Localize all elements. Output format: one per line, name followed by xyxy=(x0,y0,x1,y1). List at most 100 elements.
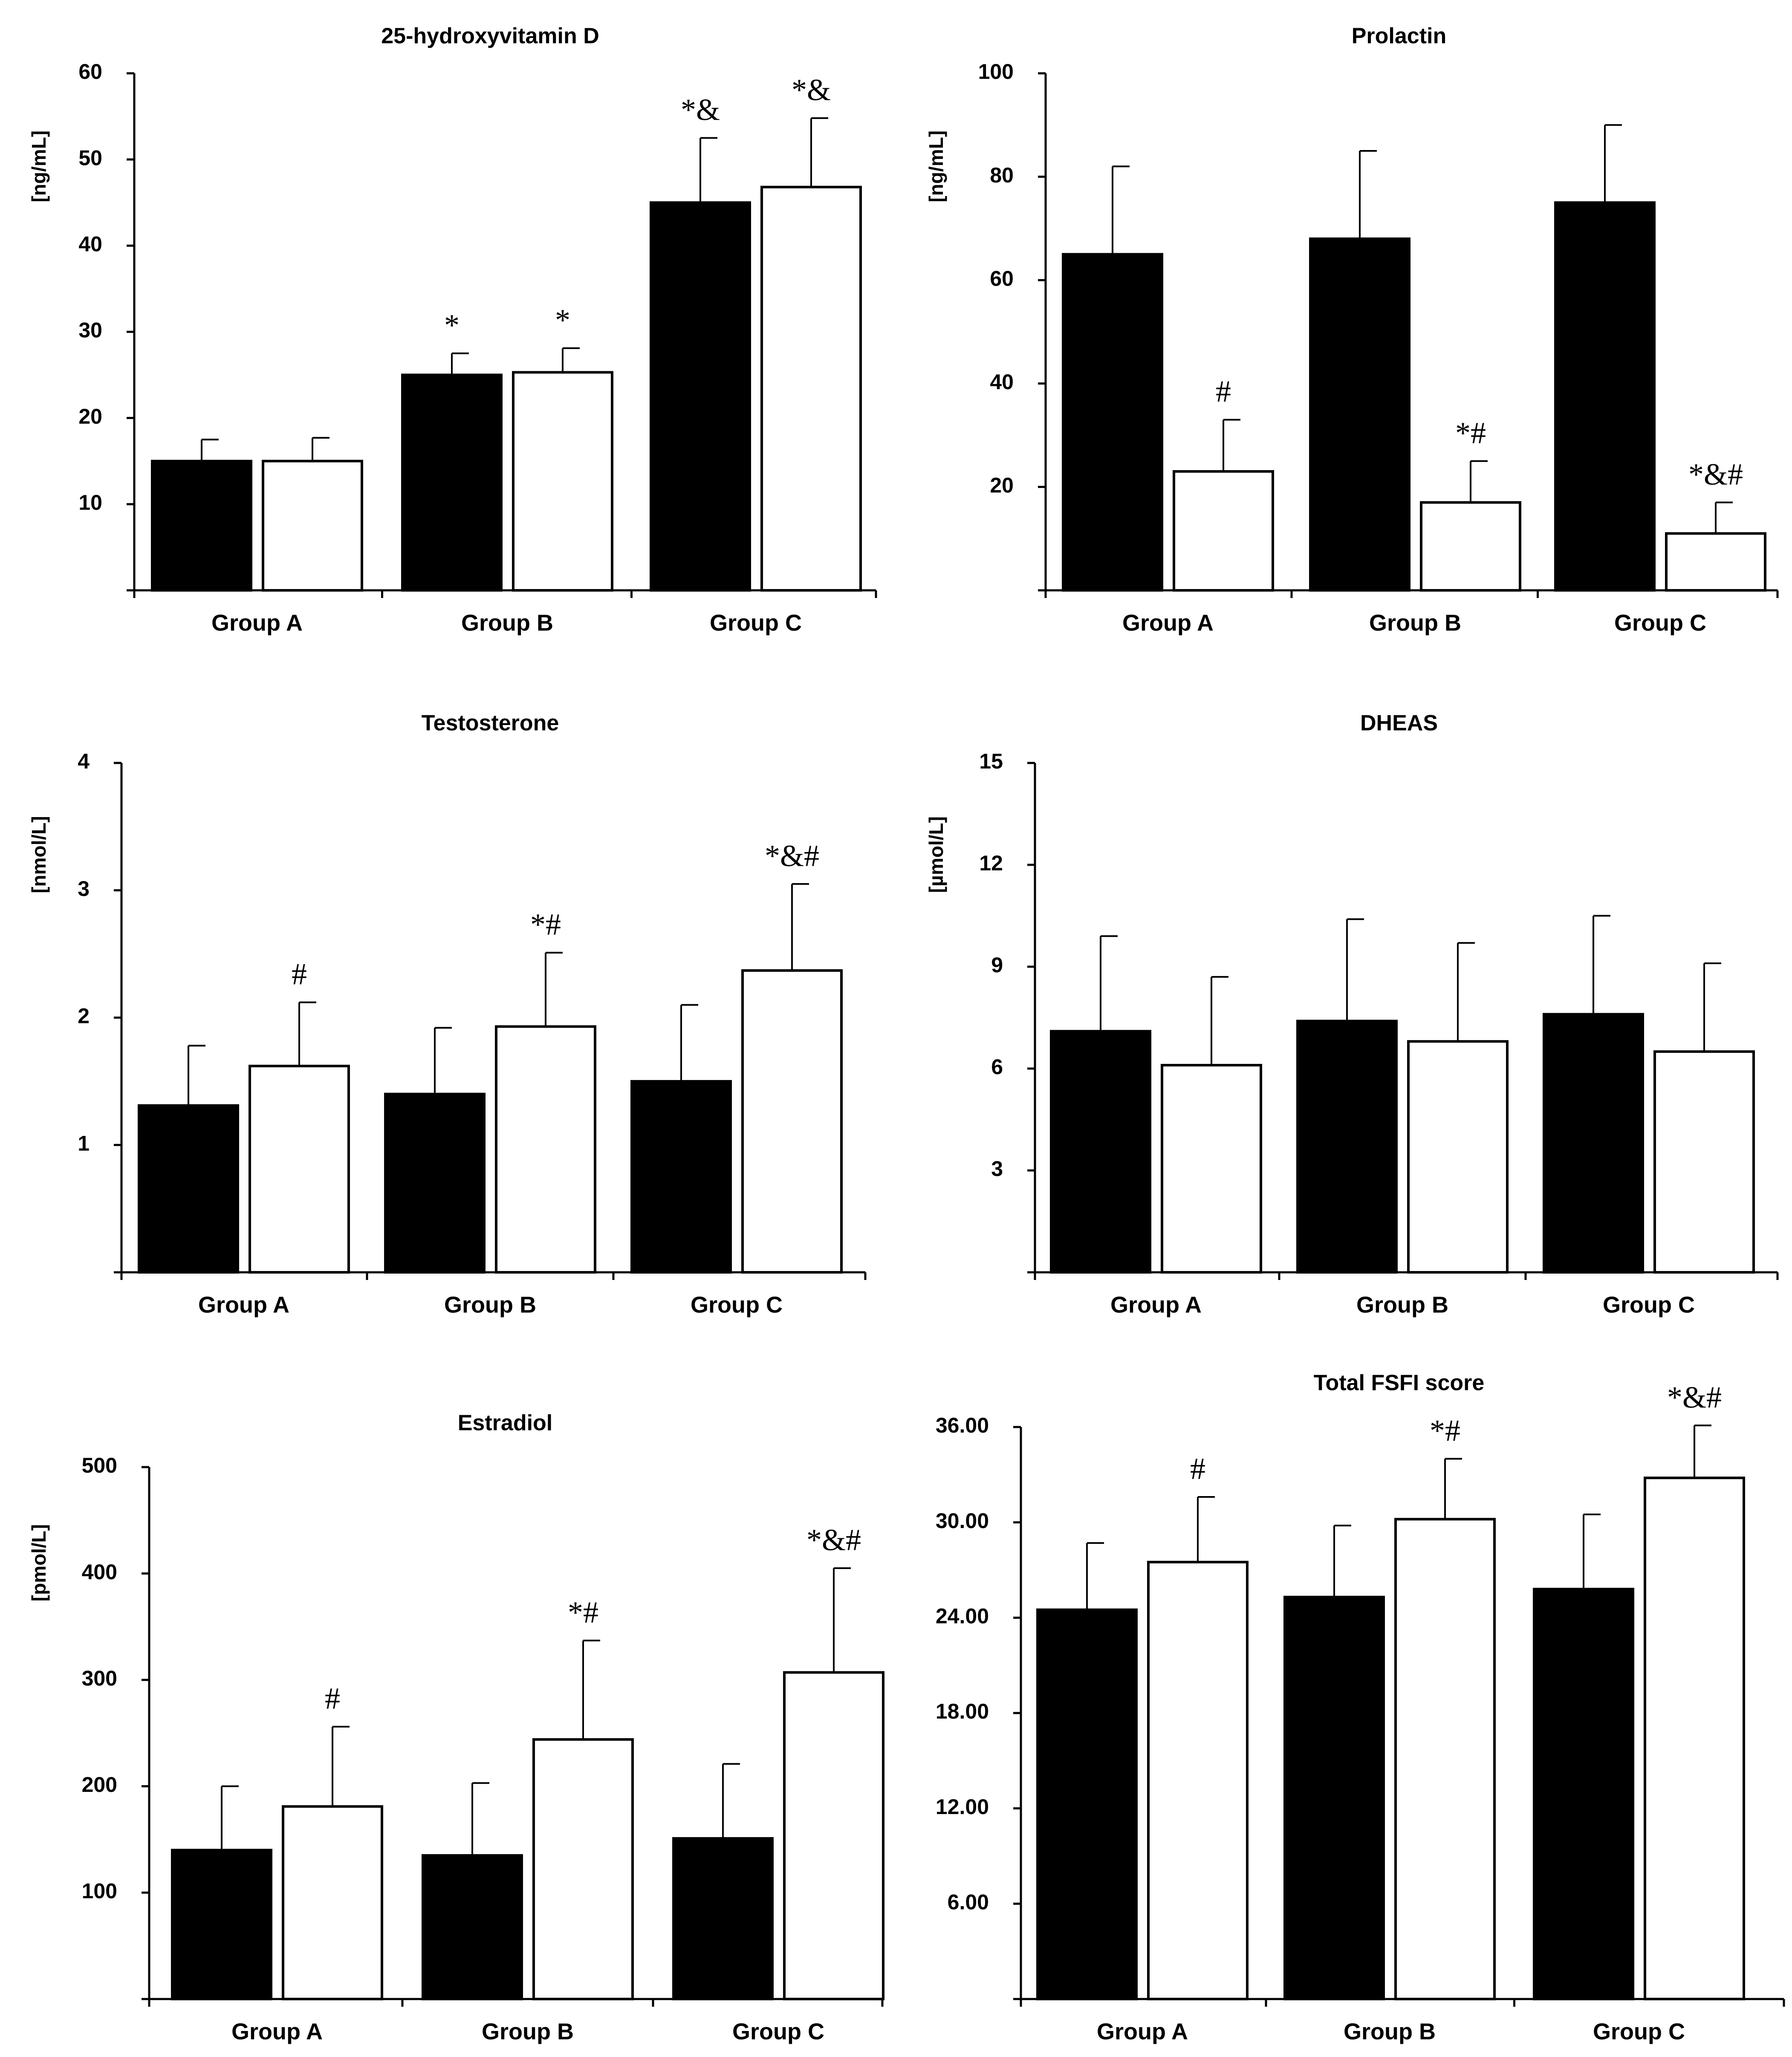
y-tick-label: 20 xyxy=(78,404,102,428)
chart-panel-3: Testosterone [nmol/L] 1 2 3 4 Group A Group B Gr… xyxy=(28,711,867,1317)
y-tick-label: 40 xyxy=(990,370,1014,394)
chart-title: Prolactin xyxy=(1352,24,1447,49)
chart-title: Estradiol xyxy=(458,1411,553,1436)
x-tick-label: Group B xyxy=(1356,1292,1448,1317)
bar-baseline-1 xyxy=(171,1849,272,2001)
bar-baseline-2 xyxy=(1283,1595,1385,2001)
bar-baseline-2 xyxy=(401,373,503,592)
y-tick-label: 3 xyxy=(991,1157,1003,1181)
y-tick-label: 20 xyxy=(990,474,1014,497)
x-tick-label: Group A xyxy=(198,1292,289,1317)
y-tick-label: 30.00 xyxy=(936,1509,989,1533)
bar-baseline-1 xyxy=(151,459,252,592)
significance-label: *& xyxy=(681,93,720,127)
chart-panel-4: DHEAS [µmol/L] 3 6 9 12 15 Group A Group B Group … xyxy=(925,711,1779,1317)
bar-after-1 xyxy=(1173,470,1274,592)
chart-panel-2: Prolactin [ng/mL] 20 40 60 80 100 Group A Group … xyxy=(925,24,1779,636)
x-tick-label: Group A xyxy=(1097,2019,1188,2044)
y-tick-label: 9 xyxy=(991,953,1003,977)
chart-panel-5: Estradiol [pmol/L] 100 200 300 400 500 Group A G… xyxy=(28,1411,884,2044)
y-tick-label: 3 xyxy=(78,877,90,901)
y-tick-label: 12 xyxy=(979,851,1003,875)
y-axis-label: [pmol/L] xyxy=(28,1524,50,1601)
y-tick-label: 500 xyxy=(82,1453,117,1477)
significance-label: *&# xyxy=(1667,1380,1722,1414)
bar-after-2 xyxy=(1407,1040,1509,1274)
bar-baseline-1 xyxy=(1036,1608,1138,2000)
bar-baseline-2 xyxy=(1309,237,1410,592)
y-axis-label: [µmol/L] xyxy=(925,816,947,893)
bar-after-2 xyxy=(1420,501,1521,592)
y-tick-label: 60 xyxy=(78,60,102,84)
bar-after-3 xyxy=(741,969,843,1274)
y-axis-label: [ng/mL] xyxy=(28,130,50,202)
significance-label: # xyxy=(1190,1452,1205,1486)
y-tick-label: 12.00 xyxy=(936,1795,989,1819)
y-tick-label: 6.00 xyxy=(948,1890,989,1914)
y-tick-label: 18.00 xyxy=(936,1699,989,1723)
significance-label: *# xyxy=(530,907,561,942)
y-tick-label: 300 xyxy=(82,1666,117,1690)
y-tick-label: 15 xyxy=(979,749,1003,773)
bar-baseline-3 xyxy=(650,201,751,592)
y-tick-label: 100 xyxy=(82,1879,117,1903)
significance-label: *# xyxy=(1430,1414,1460,1448)
x-tick-label: Group C xyxy=(691,1292,783,1317)
y-tick-label: 36.00 xyxy=(936,1413,989,1437)
chart-panel-6: Total FSFI score 6.00 12.00 18.00 24.00 30.00… xyxy=(936,1371,1785,2044)
significance-label: # xyxy=(325,1681,340,1716)
bar-baseline-3 xyxy=(672,1837,774,2000)
bar-baseline-1 xyxy=(138,1104,239,1274)
x-tick-label: Group A xyxy=(1122,610,1214,636)
y-axis-label: [ng/mL] xyxy=(925,130,947,202)
y-tick-label: 400 xyxy=(82,1560,117,1584)
y-tick-label: 100 xyxy=(978,60,1014,84)
bar-baseline-2 xyxy=(422,1854,523,2001)
significance-label: *&# xyxy=(1688,457,1743,491)
y-tick-label: 2 xyxy=(78,1004,90,1028)
bar-after-3 xyxy=(760,185,862,592)
y-tick-label: 4 xyxy=(78,749,90,773)
significance-label: *&# xyxy=(806,1523,861,1557)
y-tick-label: 200 xyxy=(82,1773,117,1797)
y-tick-label: 10 xyxy=(78,491,102,514)
x-tick-label: Group B xyxy=(444,1292,536,1317)
y-tick-label: 30 xyxy=(78,318,102,342)
bar-after-3 xyxy=(1665,532,1766,592)
chart-panel-1: 25-hydroxyvitamin D [ng/mL] 10 20 30 40 50 60 Gr… xyxy=(28,24,877,636)
significance-label: # xyxy=(292,957,307,991)
bar-after-2 xyxy=(1394,1518,1496,2001)
bar-after-3 xyxy=(1653,1050,1755,1274)
bar-baseline-3 xyxy=(630,1080,732,1274)
bar-after-3 xyxy=(1644,1476,1745,2000)
x-tick-label: Group A xyxy=(1110,1292,1202,1317)
bar-baseline-1 xyxy=(1062,253,1163,592)
bar-after-2 xyxy=(532,1738,634,2001)
y-axis-label: [nmol/L] xyxy=(28,816,50,893)
y-tick-label: 60 xyxy=(990,266,1014,290)
y-tick-label: 1 xyxy=(78,1131,90,1155)
x-tick-label: Group B xyxy=(1344,2019,1436,2044)
bar-after-1 xyxy=(1161,1064,1262,1274)
significance-label: *# xyxy=(568,1595,598,1629)
x-tick-label: Group A xyxy=(231,2019,323,2044)
chart-title: 25-hydroxyvitamin D xyxy=(381,24,599,49)
x-tick-label: Group A xyxy=(211,610,303,636)
x-tick-label: Group C xyxy=(1603,1292,1695,1317)
bar-baseline-3 xyxy=(1533,1588,1634,2001)
significance-label: * xyxy=(444,308,460,342)
y-tick-label: 80 xyxy=(990,163,1014,187)
bar-after-3 xyxy=(783,1671,884,2000)
bar-baseline-3 xyxy=(1543,1013,1644,1274)
chart-title: Testosterone xyxy=(422,711,559,736)
bar-baseline-2 xyxy=(384,1092,486,1274)
x-tick-label: Group C xyxy=(732,2019,824,2044)
bar-baseline-1 xyxy=(1050,1030,1151,1274)
x-tick-label: Group C xyxy=(1614,610,1706,636)
bar-after-1 xyxy=(282,1805,383,2001)
bar-after-1 xyxy=(1147,1560,1249,2000)
bar-baseline-2 xyxy=(1296,1020,1398,1274)
bar-after-2 xyxy=(512,371,613,592)
chart-title: DHEAS xyxy=(1360,711,1438,736)
